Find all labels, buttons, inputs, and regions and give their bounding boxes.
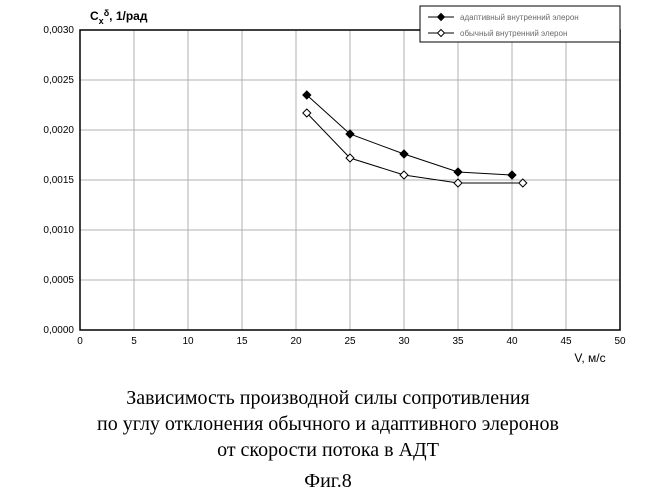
svg-text:Cxδ, 1/рад: Cxδ, 1/рад [90, 8, 148, 26]
caption-line-1: Зависимость производной силы сопротивлен… [126, 387, 530, 409]
chart-svg: 0 5 10 15 20 25 30 35 40 45 50 0,0000 0,0005 0,0010 0,… [0, 0, 656, 380]
svg-text:обычный внутренний элерон: обычный внутренний элерон [460, 29, 567, 38]
chart-container: 0 5 10 15 20 25 30 35 40 45 50 0,0000 0,0005 0,0010 0,… [0, 0, 656, 380]
svg-text:5: 5 [131, 336, 137, 347]
caption-line-2: по углу отклонения обычного и адаптивног… [97, 413, 559, 435]
caption-line-3: от скорости потока в АДТ [217, 439, 439, 461]
svg-text:V, м/с: V, м/с [574, 351, 605, 365]
svg-text:35: 35 [452, 336, 464, 347]
figure-caption: Зависимость производной силы сопротивлен… [0, 385, 656, 463]
svg-text:0,0030: 0,0030 [43, 25, 74, 36]
svg-text:адаптивный внутренний элерон: адаптивный внутренний элерон [460, 13, 579, 22]
svg-text:50: 50 [614, 336, 626, 347]
svg-text:0,0025: 0,0025 [43, 75, 74, 86]
svg-text:0,0005: 0,0005 [43, 275, 74, 286]
svg-text:0,0020: 0,0020 [43, 125, 74, 136]
svg-text:30: 30 [398, 336, 410, 347]
svg-text:15: 15 [236, 336, 248, 347]
svg-text:25: 25 [344, 336, 356, 347]
svg-text:40: 40 [506, 336, 518, 347]
svg-text:0,0015: 0,0015 [43, 175, 74, 186]
svg-text:0,0000: 0,0000 [43, 325, 74, 336]
svg-text:0,0010: 0,0010 [43, 225, 74, 236]
figure-number: Фиг.8 [0, 470, 656, 493]
svg-text:20: 20 [290, 336, 302, 347]
svg-text:10: 10 [182, 336, 194, 347]
svg-text:0: 0 [77, 336, 83, 347]
svg-text:45: 45 [560, 336, 572, 347]
